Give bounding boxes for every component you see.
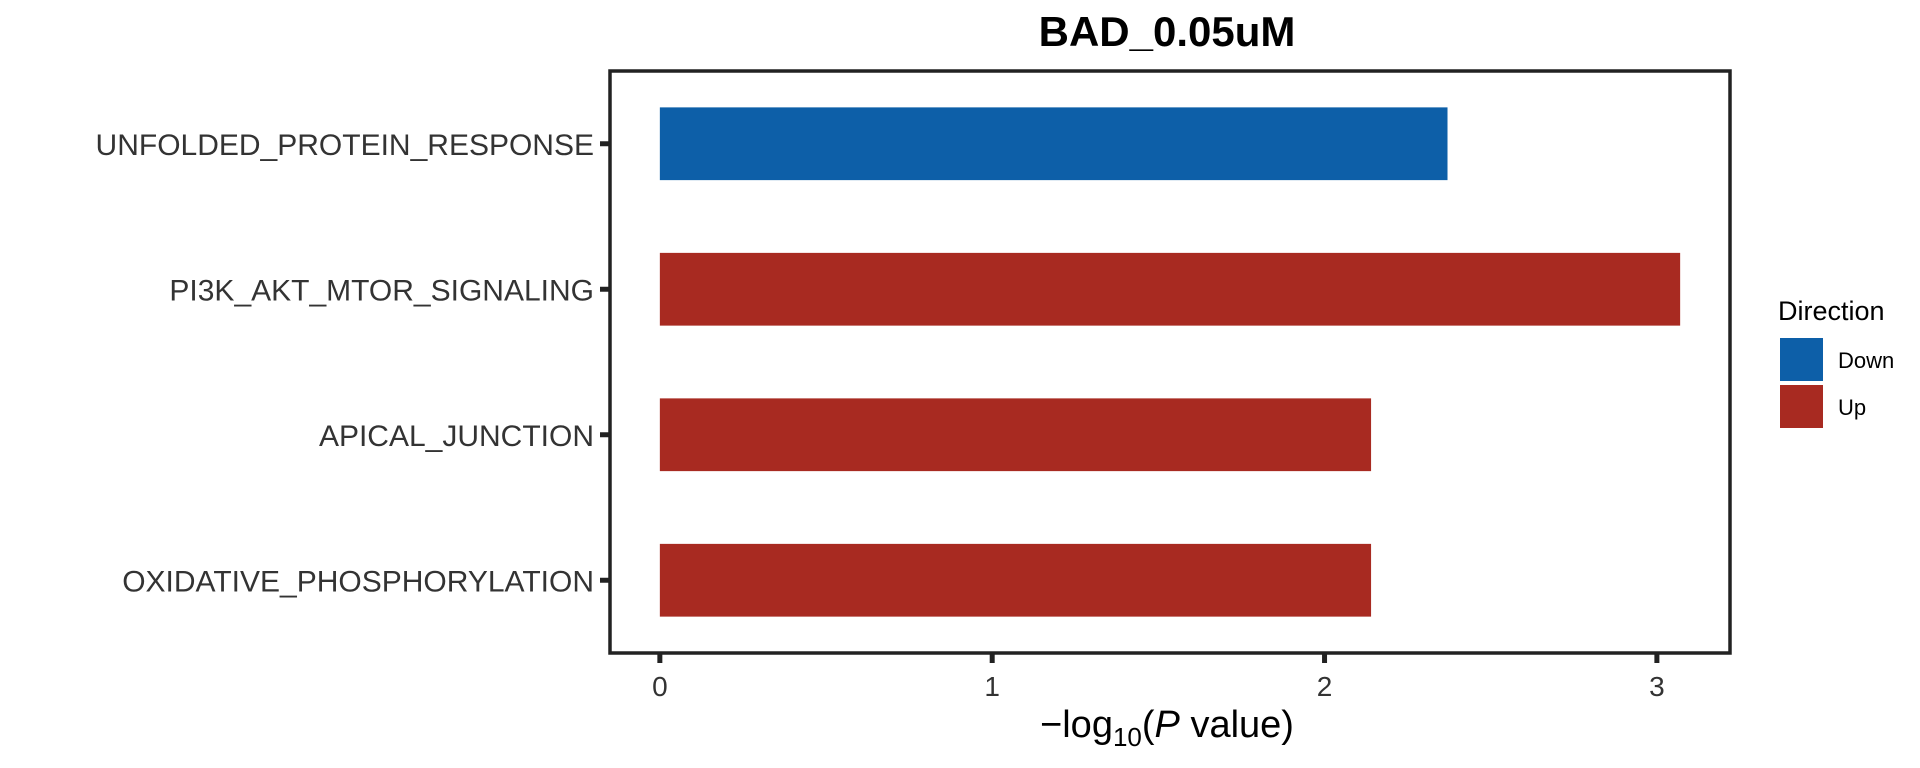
x-axis-title-prefix: −log	[1040, 704, 1113, 746]
x-tick-label-2: 2	[1317, 671, 1333, 702]
x-axis-title-open: (	[1142, 704, 1155, 746]
x-axis-title-subscript: 10	[1113, 722, 1142, 752]
y-axis: UNFOLDED_PROTEIN_RESPONSE PI3K_AKT_MTOR_S…	[96, 129, 610, 598]
x-tick-label-3: 3	[1649, 671, 1665, 702]
legend-title: Direction	[1778, 296, 1885, 326]
legend-label-down: Down	[1838, 348, 1894, 373]
x-tick-label-0: 0	[652, 671, 668, 702]
bar-apical-junction	[659, 398, 1372, 472]
legend-label-up: Up	[1838, 395, 1866, 420]
legend-swatch-down	[1780, 338, 1823, 381]
bar-oxidative-phosphorylation	[659, 543, 1372, 617]
y-tick-label-oxidative-phosphorylation: OXIDATIVE_PHOSPHORYLATION	[122, 565, 594, 598]
y-tick-label-apical-junction: APICAL_JUNCTION	[319, 420, 594, 453]
bar-pi3k-akt-mtor-signaling	[659, 252, 1681, 326]
legend-swatch-up	[1780, 385, 1823, 428]
x-axis-title: −log10(P value)	[1040, 704, 1294, 752]
x-axis: 0 1 2 3	[652, 653, 1665, 702]
chart-title: BAD_0.05uM	[1039, 8, 1296, 55]
bar-unfolded-protein-response	[659, 107, 1448, 181]
y-tick-label-unfolded-protein-response: UNFOLDED_PROTEIN_RESPONSE	[96, 129, 594, 162]
legend: Direction Down Up	[1778, 296, 1894, 428]
y-tick-label-pi3k-akt-mtor-signaling: PI3K_AKT_MTOR_SIGNALING	[169, 274, 594, 307]
bars-layer	[659, 107, 1681, 617]
x-axis-title-italic: P	[1155, 704, 1181, 746]
x-tick-label-1: 1	[984, 671, 1000, 702]
x-axis-title-suffix: value)	[1180, 704, 1294, 746]
